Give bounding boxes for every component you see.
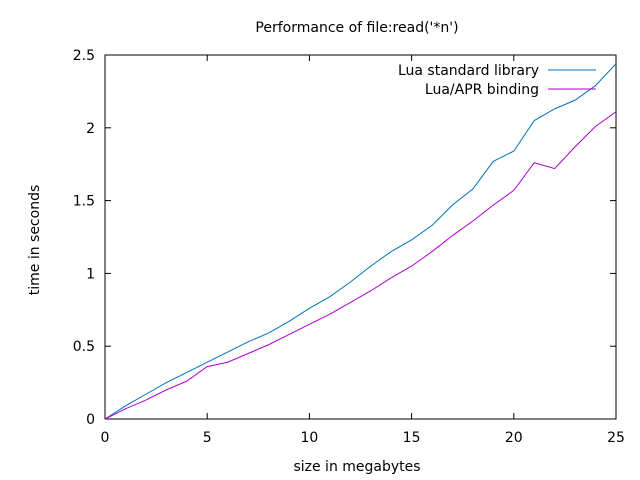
chart-title: Performance of file:read('*n') (255, 20, 458, 36)
series-group (104, 63, 617, 420)
legend-label: Lua standard library (398, 63, 539, 79)
y-tick-label: 0.5 (73, 339, 95, 355)
y-tick-label: 2 (86, 121, 95, 137)
series-line-2 (104, 111, 617, 420)
plot-frame (104, 54, 617, 420)
x-tick-label: 0 (101, 430, 110, 446)
y-axis-label: time in seconds (27, 185, 43, 296)
x-tick-label: 5 (203, 430, 212, 446)
axes: 0 5 10 15 20 25 0 0.5 1 1.5 2 2.5 (73, 48, 625, 446)
y-tick-label: 1.5 (73, 194, 95, 210)
x-tick-label: 15 (403, 430, 421, 446)
x-axis-label: size in megabytes (293, 459, 420, 475)
legend-label: Lua/APR binding (425, 82, 539, 98)
x-tick-label: 25 (607, 430, 625, 446)
y-tick-label: 1 (86, 266, 95, 282)
x-tick-label: 20 (505, 430, 523, 446)
series-line-1 (104, 63, 617, 420)
y-tick-label: 2.5 (73, 48, 95, 64)
legend: Lua standard library Lua/APR binding (398, 63, 596, 98)
x-tick-label: 10 (300, 430, 318, 446)
y-tick-label: 0 (86, 412, 95, 428)
